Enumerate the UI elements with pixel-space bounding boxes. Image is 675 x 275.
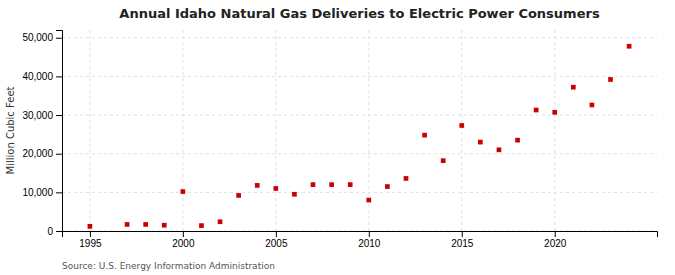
point bbox=[478, 140, 483, 145]
point bbox=[125, 222, 130, 227]
tick-label: 2000 bbox=[172, 238, 195, 249]
chart: 1995 2000 2005 2010 2015 2020 0 10,000 20,000 30,… bbox=[0, 0, 675, 275]
point bbox=[441, 158, 446, 163]
point bbox=[497, 147, 502, 152]
grid-line bbox=[62, 153, 657, 154]
source-note: Source: U.S. Energy Information Administ… bbox=[62, 261, 275, 271]
tick-mark bbox=[56, 38, 62, 39]
grid-line bbox=[275, 30, 276, 231]
point bbox=[608, 77, 613, 82]
point bbox=[273, 186, 278, 191]
point bbox=[162, 223, 167, 228]
point bbox=[292, 192, 297, 197]
x-axis: 1995 2000 2005 2010 2015 2020 bbox=[63, 231, 658, 249]
point bbox=[552, 110, 557, 115]
point bbox=[571, 85, 576, 90]
axis-line bbox=[56, 31, 63, 232]
tick-mark bbox=[183, 231, 184, 237]
grid-line bbox=[182, 30, 183, 231]
grid-line bbox=[461, 30, 462, 231]
grid-line bbox=[62, 76, 657, 77]
tick-label: 0 bbox=[47, 226, 53, 237]
point bbox=[218, 219, 223, 224]
grid-line bbox=[554, 30, 555, 231]
grid-line bbox=[62, 115, 657, 116]
points bbox=[88, 44, 632, 229]
tick-mark bbox=[90, 231, 91, 237]
tick: 20,000 bbox=[22, 148, 62, 159]
point bbox=[329, 182, 334, 187]
point bbox=[385, 184, 390, 189]
point bbox=[534, 108, 539, 113]
y-axis-label: Million Cubic Feet bbox=[5, 86, 16, 174]
tick: 1995 bbox=[79, 231, 102, 249]
point bbox=[366, 198, 371, 203]
tick: 2015 bbox=[451, 231, 474, 249]
tick-mark bbox=[56, 76, 62, 77]
axis-line bbox=[63, 232, 658, 238]
tick-label: 2020 bbox=[544, 238, 567, 249]
tick: 2000 bbox=[172, 231, 195, 249]
tick-mark bbox=[276, 231, 277, 237]
tick-mark bbox=[56, 231, 62, 232]
tick-mark bbox=[555, 231, 556, 237]
title: Annual Idaho Natural Gas Deliveries to E… bbox=[119, 6, 600, 21]
tick-label: 20,000 bbox=[22, 148, 53, 159]
point bbox=[255, 183, 260, 188]
tick-label: 2010 bbox=[358, 238, 381, 249]
tick: 30,000 bbox=[22, 110, 62, 121]
point bbox=[236, 193, 241, 198]
tick-mark bbox=[462, 231, 463, 237]
tick-mark bbox=[56, 192, 62, 193]
tick: 2020 bbox=[544, 231, 567, 249]
point bbox=[404, 176, 409, 181]
tick-label: 1995 bbox=[79, 238, 102, 249]
y-axis: 0 10,000 20,000 30,000 40,000 50,000 bbox=[22, 31, 62, 237]
plot-area: 1995 2000 2005 2010 2015 2020 0 10,000 20,000 30,… bbox=[22, 30, 657, 249]
point bbox=[88, 224, 93, 229]
tick-label: 30,000 bbox=[22, 110, 53, 121]
point bbox=[515, 138, 520, 143]
tick: 2005 bbox=[265, 231, 288, 249]
point bbox=[627, 44, 632, 49]
tick-mark bbox=[56, 115, 62, 116]
tick-label: 50,000 bbox=[22, 32, 53, 43]
point bbox=[590, 103, 595, 108]
point bbox=[181, 189, 186, 194]
grid bbox=[62, 30, 657, 231]
tick: 50,000 bbox=[22, 32, 62, 43]
grid-line bbox=[62, 37, 657, 38]
tick-label: 2015 bbox=[451, 238, 474, 249]
tick: 10,000 bbox=[22, 187, 62, 198]
tick-label: 40,000 bbox=[22, 71, 53, 82]
tick-mark bbox=[369, 231, 370, 237]
point bbox=[143, 222, 148, 227]
tick: 2010 bbox=[358, 231, 381, 249]
grid-line bbox=[89, 30, 90, 231]
point bbox=[459, 123, 464, 128]
tick: 0 bbox=[47, 226, 62, 237]
tick-mark bbox=[56, 154, 62, 155]
tick-label: 2005 bbox=[265, 238, 288, 249]
point bbox=[199, 223, 204, 228]
grid-line bbox=[62, 192, 657, 193]
point bbox=[348, 182, 353, 187]
tick: 40,000 bbox=[22, 71, 62, 82]
point bbox=[311, 182, 316, 187]
tick-label: 10,000 bbox=[22, 187, 53, 198]
point bbox=[422, 133, 427, 138]
